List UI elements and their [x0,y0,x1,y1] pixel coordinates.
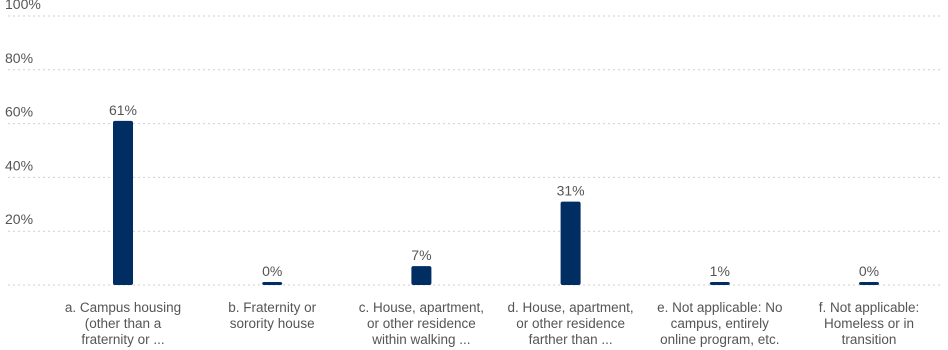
data-label: 0% [859,263,879,279]
data-label: 7% [411,247,431,263]
category-label: b. Fraternity or sorority house [228,300,317,331]
category-label: e. Not applicable: No campus, entirely o… [657,300,783,347]
data-label: 61% [109,102,137,118]
y-tick-label: 80% [5,50,33,66]
bar [859,282,879,285]
bar [709,282,730,285]
y-tick-label: 100% [5,0,41,12]
data-label: 1% [710,263,730,279]
data-label: 0% [262,263,282,279]
bar [411,266,432,285]
y-tick-label: 60% [5,104,33,120]
y-tick-label: 20% [5,211,33,227]
y-tick-label: 40% [5,157,33,173]
category-label: d. House, apartment, or other residence … [507,300,634,347]
bar [262,282,283,285]
bar [113,120,133,285]
category-label: c. House, apartment, or other residence … [358,300,485,347]
category-label: a. Campus housing (other than a fraterni… [64,300,182,347]
bar [560,201,581,285]
category-label: f. Not applicable: Homeless or in transi… [818,300,920,347]
data-label: 31% [557,183,585,199]
